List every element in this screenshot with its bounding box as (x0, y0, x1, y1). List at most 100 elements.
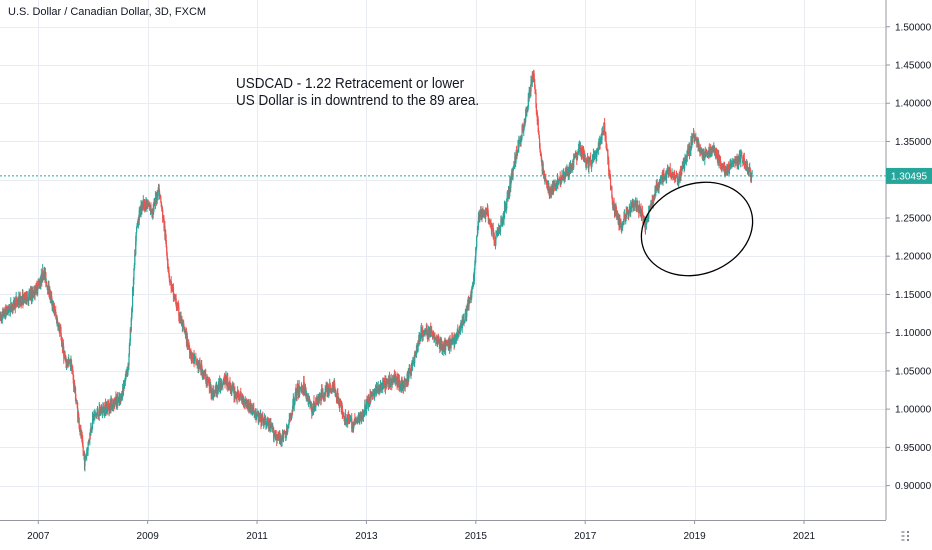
candle-body (74, 387, 77, 401)
candle-body (199, 365, 202, 370)
candle-body (225, 375, 228, 385)
settings-icon[interactable] (901, 530, 910, 542)
candle-body (539, 138, 541, 144)
candle-body (275, 434, 277, 439)
candle-body (487, 213, 489, 220)
y-tick-label: 1.45000 (895, 61, 932, 72)
candle-body (601, 133, 603, 140)
candle-body (613, 202, 615, 209)
candle-body (121, 396, 123, 400)
candle-body (273, 433, 275, 438)
candle-body (279, 434, 281, 441)
y-tick-label: 0.90000 (895, 481, 932, 492)
candle-body (623, 216, 625, 225)
candle-body (471, 288, 473, 291)
candle-body (280, 436, 282, 442)
candle-body (83, 451, 85, 453)
candle-body (659, 179, 662, 184)
candle-body (288, 418, 290, 423)
candle-body (527, 98, 529, 108)
candle-body (41, 273, 43, 281)
candle-body (457, 333, 459, 338)
candle-body (97, 410, 99, 415)
candle-body (411, 363, 414, 370)
candle-body (255, 415, 258, 419)
candle-body (172, 287, 175, 296)
candle-body (218, 381, 220, 389)
candle-body (247, 403, 249, 408)
candle-body (471, 290, 473, 298)
x-tick-label: 2009 (137, 531, 160, 542)
candle-body (24, 296, 26, 299)
candle-body (361, 415, 363, 421)
annotation-line-2[interactable]: US Dollar is in downtrend to the 89 area… (236, 92, 480, 109)
candle-body (165, 239, 167, 247)
last-price-label: 1.30495 (891, 171, 928, 182)
y-tick-label: 1.25000 (895, 213, 932, 224)
candle-body (622, 225, 624, 228)
candle-body (87, 442, 89, 451)
candle-body (510, 182, 512, 188)
candle-body (298, 385, 300, 395)
candle-body (605, 135, 607, 144)
candle-body (167, 263, 169, 268)
candle-body (469, 298, 472, 299)
candle-body (144, 199, 146, 210)
candle-body (575, 152, 578, 157)
candle-body (158, 184, 160, 191)
candle-body (57, 324, 60, 329)
candle-body (108, 405, 110, 408)
candle-body (107, 403, 109, 410)
candle-body (132, 279, 135, 292)
candle-body (648, 210, 650, 219)
candle-body (26, 297, 29, 302)
candle-body (678, 176, 680, 185)
candle-body (296, 390, 298, 399)
candle-body (408, 369, 410, 373)
candle-body (675, 177, 677, 180)
candle-body (351, 426, 353, 429)
candle-body (466, 308, 468, 317)
candle-body (534, 85, 536, 94)
y-tick-label: 1.40000 (895, 99, 932, 110)
candle-body (48, 285, 50, 295)
candle-body (376, 386, 379, 391)
y-tick-label: 1.15000 (895, 290, 932, 301)
candle-body (741, 157, 743, 162)
candle-body (26, 292, 28, 302)
candle-body (150, 204, 152, 211)
candle-body (550, 189, 552, 198)
candle-body (718, 154, 720, 164)
candle-body (178, 306, 180, 317)
annotation-line-1[interactable]: USDCAD - 1.22 Retracement or lower (236, 75, 465, 92)
candle-body (711, 148, 713, 156)
drawn-ellipse[interactable] (628, 167, 767, 292)
candle-body (282, 431, 285, 440)
time-axis-background (0, 520, 932, 550)
candle-body (221, 383, 223, 386)
candle-body (525, 114, 527, 122)
candle-body (708, 147, 711, 152)
candle-body (678, 176, 680, 178)
candle-body (294, 393, 296, 401)
candle-body (518, 139, 520, 148)
candlestick-series (0, 69, 753, 472)
candle-body (434, 334, 436, 339)
candle-body (78, 413, 80, 418)
candle-body (135, 241, 137, 255)
candle-body (517, 145, 519, 152)
candle-body (642, 213, 644, 220)
time-axis[interactable]: 2007 2009 2011 2013 2015 2017 2019 2021 (27, 520, 816, 542)
candle-body (132, 291, 134, 308)
candle-body (636, 200, 639, 206)
candle-body (158, 190, 161, 196)
candle-body (635, 201, 637, 205)
candle-body (362, 410, 364, 418)
candle-body (138, 210, 140, 221)
candle-body (540, 152, 542, 154)
candle-body (535, 103, 538, 113)
candle-body (66, 362, 68, 366)
candle-body (123, 385, 126, 388)
candle-body (128, 353, 130, 366)
